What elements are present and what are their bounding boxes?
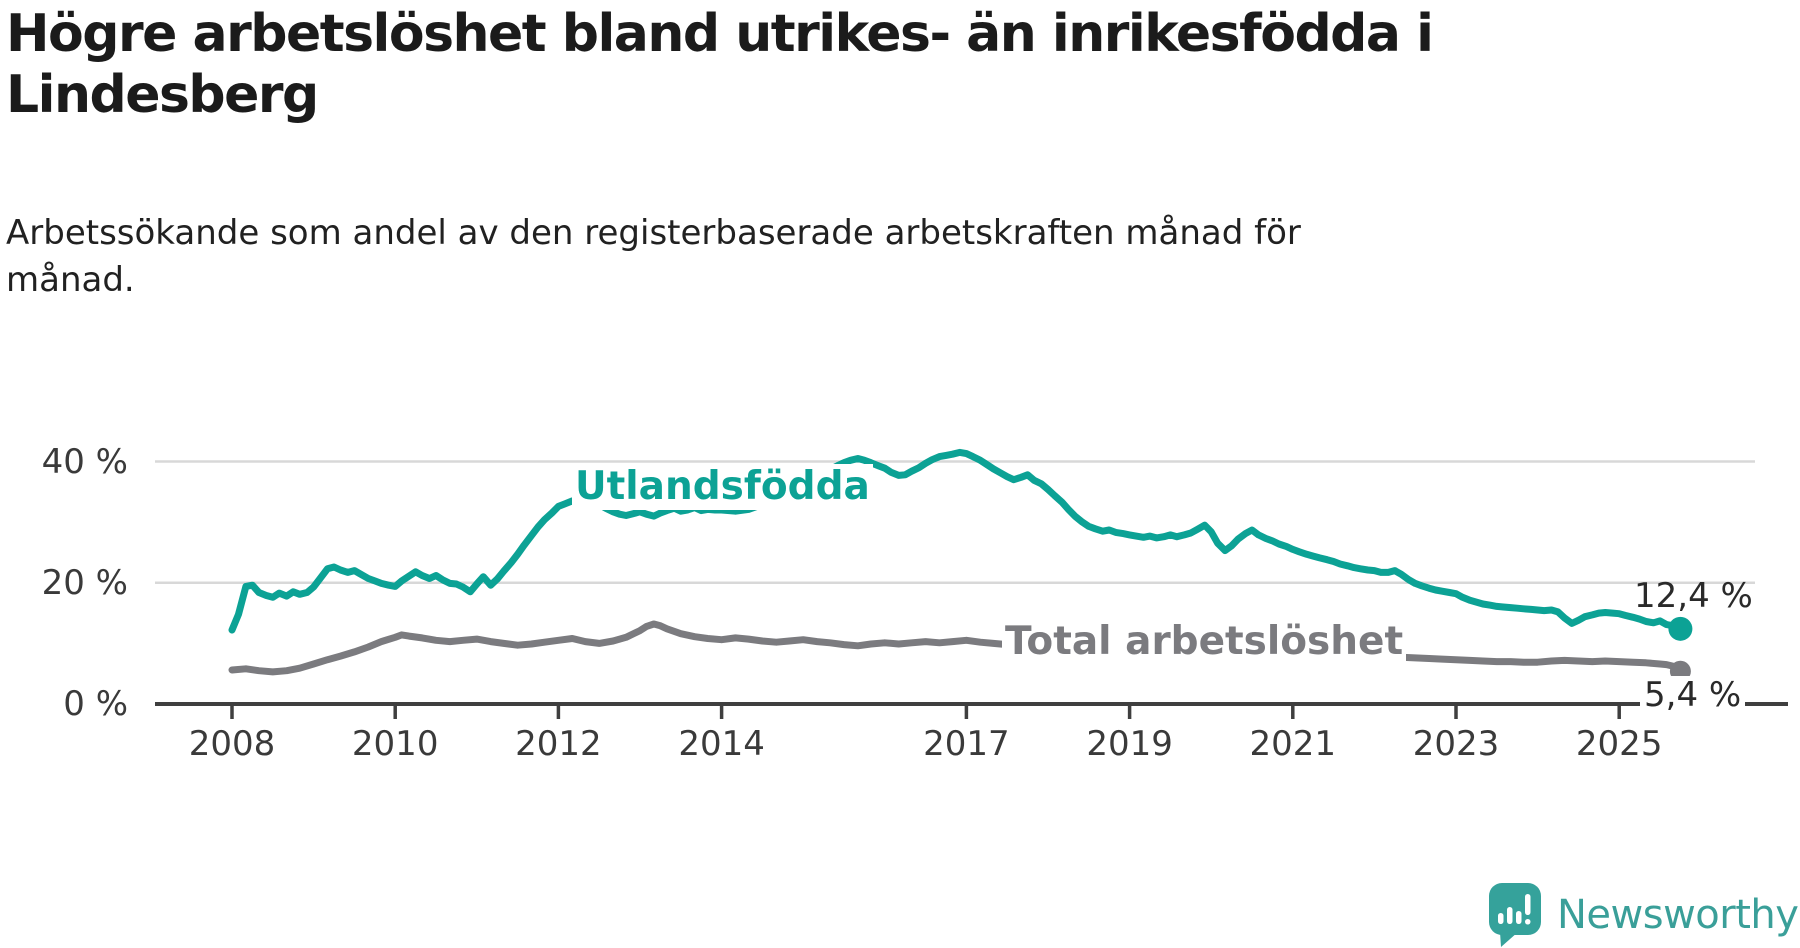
x-tick-label: 2019 bbox=[1086, 724, 1173, 764]
end-value-label-total: 5,4 % bbox=[1640, 676, 1746, 714]
x-tick-label: 2025 bbox=[1575, 724, 1663, 764]
y-tick-label: 20 % bbox=[41, 562, 128, 603]
series-line-1 bbox=[228, 620, 1684, 676]
y-tick-label: 0 % bbox=[63, 684, 128, 724]
y-tick-label: 40 % bbox=[41, 441, 128, 482]
series-line-0 bbox=[228, 448, 1684, 634]
title-line-1: Högre arbetslöshet bland utrikes- än inr… bbox=[6, 4, 1434, 64]
title-line-2: Lindesberg bbox=[6, 65, 319, 125]
series-end-dot-0 bbox=[1668, 616, 1693, 641]
newsworthy-logo-text: Newsworthy bbox=[1557, 892, 1799, 938]
chart-subtitle: Arbetssökande som andel av den registerb… bbox=[6, 210, 1301, 304]
x-tick-label: 2021 bbox=[1249, 724, 1337, 764]
x-tick-label: 2023 bbox=[1412, 724, 1500, 764]
x-tick-label: 2010 bbox=[351, 724, 439, 764]
subtitle-line-1: Arbetssökande som andel av den registerb… bbox=[6, 213, 1301, 253]
page-title: Högre arbetslöshet bland utrikes- än inr… bbox=[6, 4, 1434, 126]
x-tick-label: 2017 bbox=[923, 724, 1010, 764]
x-tick-label: 2012 bbox=[515, 724, 602, 764]
newsworthy-logo-icon bbox=[1489, 883, 1541, 947]
newsworthy-branding: Newsworthy bbox=[1488, 882, 1799, 948]
series-label-total-arbetsloshet: Total arbetslöshet bbox=[1002, 619, 1407, 665]
subtitle-line-2: månad. bbox=[6, 260, 135, 300]
end-value-label-utlandsfodda: 12,4 % bbox=[1634, 576, 1753, 616]
x-tick-label: 2008 bbox=[188, 724, 276, 764]
x-tick-label: 2014 bbox=[678, 724, 765, 764]
series-label-utlandsfodda: Utlandsfödda bbox=[572, 464, 873, 510]
